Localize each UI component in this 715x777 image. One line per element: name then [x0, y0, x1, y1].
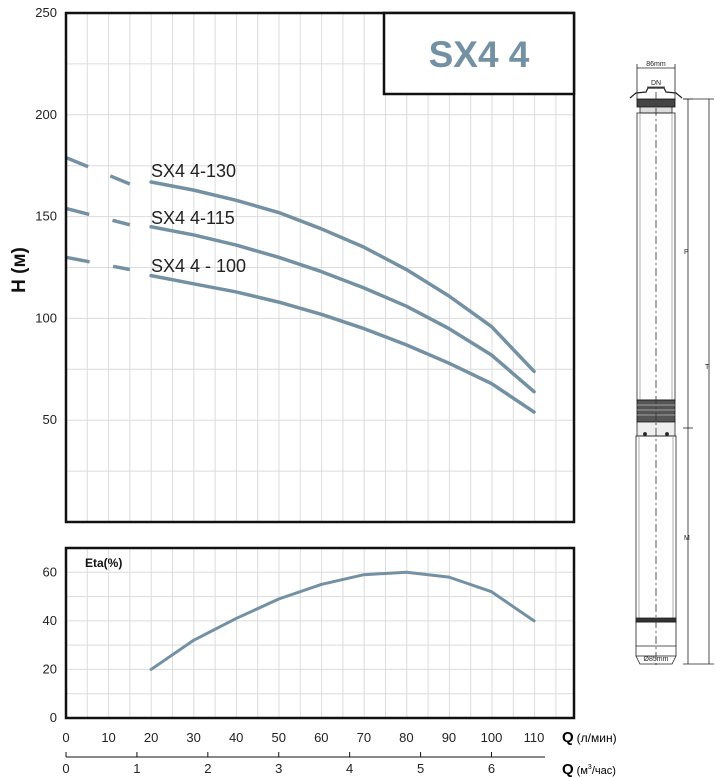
eta-tick-label: 0	[50, 710, 57, 725]
flow-m3h-tick-label: 4	[346, 761, 353, 776]
series-label-130: SX4 4-130	[151, 161, 236, 181]
head-tick-label: 50	[43, 412, 57, 427]
flow-lpm-tick-label: 100	[481, 730, 503, 745]
series-line	[149, 273, 536, 414]
series-line	[149, 225, 536, 394]
eta-axis-label: Eta(%)	[85, 556, 122, 570]
flow-m3h-tick-label: 0	[62, 761, 69, 776]
head-curves	[65, 155, 536, 414]
series-dashed-segment	[65, 255, 131, 272]
head-tick-label: 250	[35, 5, 57, 20]
svg-text:H (м): H (м)	[9, 247, 30, 293]
flow-lpm-tick-label: 80	[399, 730, 413, 745]
flow-lpm-axis: 0 10 20 30 40 50 60 70 80 90 100 110	[62, 730, 544, 745]
series-dashed-segment	[65, 155, 131, 186]
flow-m3h-tick-label: 6	[488, 761, 495, 776]
flow-lpm-tick-label: 30	[186, 730, 200, 745]
flow-lpm-tick-label: 0	[62, 730, 69, 745]
series-dashed-segment	[65, 206, 131, 227]
flow-lpm-tick-label: 70	[357, 730, 371, 745]
head-tick-label: 100	[35, 310, 57, 325]
flow-m3h-tick-label: 3	[275, 761, 282, 776]
eta-tick-label: 20	[43, 661, 57, 676]
flow-lpm-tick-label: 60	[314, 730, 328, 745]
flow-lpm-tick-label: 10	[101, 730, 115, 745]
chart-title: SX4 4	[429, 34, 530, 75]
m-dimension-label: M	[684, 535, 690, 542]
flow-lpm-tick-label: 20	[144, 730, 158, 745]
p-dimension-label: P	[684, 249, 689, 256]
series-label-115: SX4 4-115	[151, 208, 235, 228]
eta-tick-label: 40	[43, 613, 57, 628]
eta-chart-grid	[66, 548, 574, 718]
main-chart-frame	[64, 11, 576, 524]
flow-m3h-tick-label: 2	[204, 761, 211, 776]
head-tick-label: 200	[35, 107, 57, 122]
t-dimension-label: T	[705, 364, 710, 371]
flow-lpm-tick-label: 40	[229, 730, 243, 745]
flow-lpm-tick-label: 50	[272, 730, 286, 745]
eta-chart-frame	[64, 546, 576, 720]
head-axis-label: H (м)	[9, 247, 30, 293]
flow-lpm-tick-label: 90	[442, 730, 456, 745]
series-line	[149, 180, 536, 374]
series-label-100: SX4 4 - 100	[151, 256, 246, 276]
head-axis-ticks: 50 100 150 200 250	[35, 5, 57, 427]
flow-m3h-tick-label: 5	[417, 761, 424, 776]
flow-m3h-axis: 0 1 2 3 4 5 6	[62, 752, 495, 776]
eta-curve	[149, 570, 536, 671]
flow-m3h-axis-label: Q (м3/час)	[562, 761, 616, 777]
pump-drawing: 86mm DN Ø85mm P	[629, 61, 714, 666]
width-dimension-label: 86mm	[646, 61, 666, 68]
dn-dimension-label: DN	[651, 80, 661, 87]
eta-axis-ticks: 0 20 40 60	[43, 564, 57, 725]
eta-tick-label: 60	[43, 564, 57, 579]
flow-lpm-tick-label: 110	[524, 730, 545, 745]
flow-lpm-axis-label: Q (л/мин)	[562, 729, 617, 746]
main-chart-grid	[66, 13, 574, 522]
title-box	[382, 11, 576, 96]
eta-line	[149, 570, 536, 671]
flow-m3h-tick-label: 1	[133, 761, 140, 776]
head-tick-label: 150	[35, 209, 57, 224]
